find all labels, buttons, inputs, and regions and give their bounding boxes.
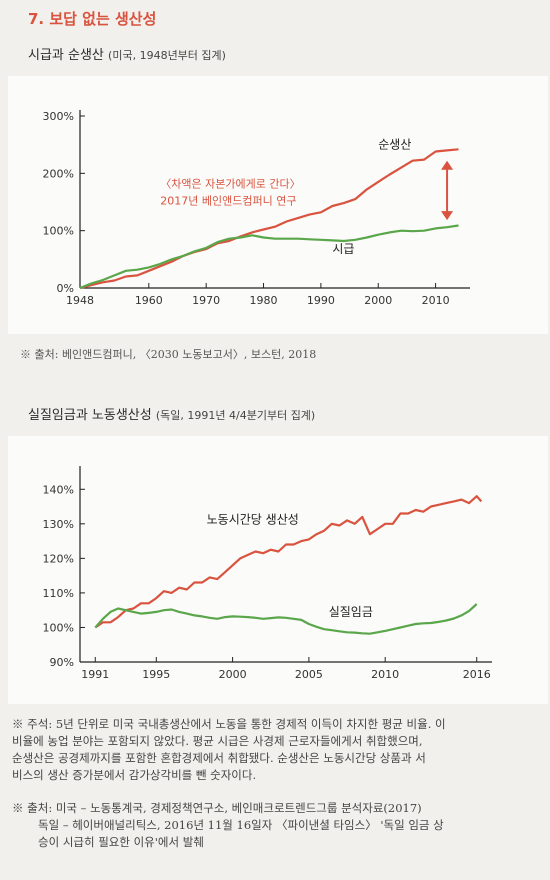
y-tick-label: 0% bbox=[57, 282, 74, 295]
chart1-svg: 0% 100% 200% 300% 1948 1960 1970 1980 1990 2000 20… bbox=[43, 110, 470, 307]
x-tick-label: 2016 bbox=[463, 668, 491, 681]
chart2-panel: 90% 100% 110% 120% 130% 140% 1991 1995 2000 2005 2… bbox=[8, 436, 548, 704]
footnote-line: 비스의 생산 증가분에서 감가상각비를 뺀 숫자이다. bbox=[12, 768, 257, 782]
x-tick-label: 2000 bbox=[364, 294, 392, 307]
y-tick-label: 120% bbox=[43, 552, 74, 565]
x-tick-label: 1970 bbox=[192, 294, 220, 307]
y-tick-label: 110% bbox=[43, 587, 74, 600]
footnote: ※ 주석: 5년 단위로 미국 국내총생산에서 노동을 통한 경제적 이득이 차… bbox=[12, 716, 538, 784]
x-tick-label: 1995 bbox=[142, 668, 170, 681]
section-title: 7. 보답 없는 생산성 bbox=[28, 10, 157, 28]
footnote-line: 순생산은 공경제까지를 포함한 혼합경제에서 취합됐다. 순생산은 노동시간당 … bbox=[12, 751, 426, 765]
footnote-line: 비율에 농업 분야는 포함되지 않았다. 평균 시급은 사경제 근로자들에게서 … bbox=[12, 734, 423, 748]
source-line: 독일 – 헤이버애널리틱스, 2016년 11월 16일자 〈파이낸셜 타임스〉… bbox=[38, 818, 444, 832]
x-tick-label: 1990 bbox=[307, 294, 335, 307]
y-tick-label: 300% bbox=[43, 110, 74, 123]
chart2-title: 실질임금과 노동생산성 (독일, 1991년 4/4분기부터 집계) bbox=[28, 404, 315, 423]
series-label-hourly-wage: 시급 bbox=[332, 242, 354, 256]
y-tick-label: 100% bbox=[43, 225, 74, 238]
series-label-productivity: 노동시간당 생산성 bbox=[207, 513, 299, 527]
series-label-real-wage: 실질임금 bbox=[329, 605, 373, 619]
chart2-subtitle: (독일, 1991년 4/4분기부터 집계) bbox=[155, 409, 316, 422]
footnote-line: ※ 주석: 5년 단위로 미국 국내총생산에서 노동을 통한 경제적 이득이 차… bbox=[12, 717, 446, 731]
series-line-1 bbox=[79, 224, 459, 290]
gap-arrow-head-down bbox=[441, 211, 454, 221]
series-label-net-production: 순생산 bbox=[378, 138, 411, 152]
chart2-title-main: 실질임금과 노동생산성 bbox=[28, 408, 152, 423]
chart1-panel: 0% 100% 200% 300% 1948 1960 1970 1980 1990 2000 20… bbox=[8, 76, 548, 334]
series-line-0 bbox=[94, 495, 483, 629]
y-tick-label: 100% bbox=[43, 621, 74, 634]
series-line-1 bbox=[94, 603, 478, 635]
x-tick-label: 1980 bbox=[250, 294, 278, 307]
source-line: ※ 출처: 미국 – 노동통계국, 경제정책연구소, 베인매크로트렌드그룹 분석… bbox=[12, 801, 422, 815]
x-tick-label: 2010 bbox=[422, 294, 450, 307]
x-tick-label: 1960 bbox=[135, 294, 163, 307]
annotation-line: 2017년 베인앤드컴퍼니 연구 bbox=[160, 195, 296, 208]
chart1-source: ※ 출처: 베인앤드컴퍼니, 〈2030 노동보고서〉, 보스턴, 2018 bbox=[20, 348, 317, 361]
x-tick-label: 2005 bbox=[295, 668, 323, 681]
x-tick-label: 1991 bbox=[81, 668, 109, 681]
y-tick-label: 200% bbox=[43, 167, 74, 180]
x-tick-label: 2010 bbox=[371, 668, 399, 681]
x-tick-label: 2000 bbox=[219, 668, 247, 681]
x-tick-label: 1948 bbox=[66, 294, 94, 307]
source-line: 승이 시급히 필요한 이유'에서 발췌 bbox=[38, 835, 204, 849]
y-tick-label: 130% bbox=[43, 518, 74, 531]
annotation-line: 〈차액은 자본가에게로 간다〉 bbox=[160, 178, 300, 191]
chart2-svg: 90% 100% 110% 120% 130% 140% 1991 1995 2000 2005 2… bbox=[43, 466, 492, 681]
chart1-title: 시급과 순생산 (미국, 1948년부터 집계) bbox=[28, 44, 226, 63]
y-tick-label: 90% bbox=[50, 656, 74, 669]
chart1-title-main: 시급과 순생산 bbox=[28, 48, 104, 63]
y-tick-label: 140% bbox=[43, 483, 74, 496]
source-note: ※ 출처: 미국 – 노동통계국, 경제정책연구소, 베인매크로트렌드그룹 분석… bbox=[12, 800, 538, 851]
gap-arrow-head-up bbox=[441, 160, 454, 170]
chart1-subtitle: (미국, 1948년부터 집계) bbox=[108, 49, 226, 62]
series-line-0 bbox=[79, 148, 459, 290]
